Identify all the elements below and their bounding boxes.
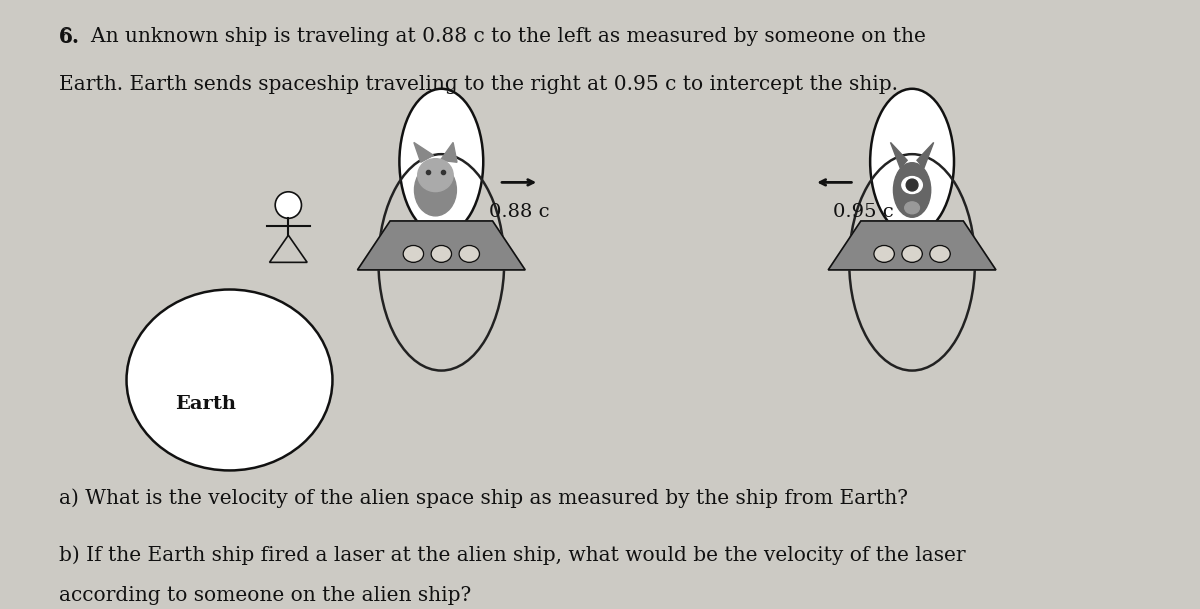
Ellipse shape <box>431 245 451 262</box>
Ellipse shape <box>418 159 454 192</box>
Ellipse shape <box>460 245 480 262</box>
Ellipse shape <box>126 289 332 470</box>
Polygon shape <box>414 143 433 162</box>
Ellipse shape <box>403 245 424 262</box>
Text: Earth: Earth <box>175 395 236 413</box>
Ellipse shape <box>902 177 923 194</box>
Ellipse shape <box>905 202 919 214</box>
Polygon shape <box>440 143 457 162</box>
Ellipse shape <box>930 245 950 262</box>
Text: a) What is the velocity of the alien space ship as measured by the ship from Ear: a) What is the velocity of the alien spa… <box>59 488 908 508</box>
Ellipse shape <box>894 163 931 217</box>
Text: 6.: 6. <box>59 27 80 47</box>
Ellipse shape <box>874 245 894 262</box>
Circle shape <box>275 192 301 219</box>
Polygon shape <box>890 143 907 168</box>
Text: 6.  An unknown ship is traveling at 0.88 c to the left as measured by someone on: 6. An unknown ship is traveling at 0.88 … <box>59 27 925 46</box>
Circle shape <box>906 179 918 191</box>
Ellipse shape <box>902 245 923 262</box>
Ellipse shape <box>400 89 484 234</box>
Polygon shape <box>917 143 934 168</box>
Ellipse shape <box>414 164 456 216</box>
Polygon shape <box>358 221 526 270</box>
Text: b) If the Earth ship fired a laser at the alien ship, what would be the velocity: b) If the Earth ship fired a laser at th… <box>59 546 966 566</box>
Ellipse shape <box>388 300 494 342</box>
Text: Earth. Earth sends spaceship traveling to the right at 0.95 c to intercept the s: Earth. Earth sends spaceship traveling t… <box>59 76 898 94</box>
Ellipse shape <box>859 300 966 342</box>
Ellipse shape <box>870 89 954 234</box>
Text: 0.88 c: 0.88 c <box>488 203 550 222</box>
Text: according to someone on the alien ship?: according to someone on the alien ship? <box>59 586 472 605</box>
Polygon shape <box>828 221 996 270</box>
Text: 0.95 c: 0.95 c <box>833 203 894 222</box>
